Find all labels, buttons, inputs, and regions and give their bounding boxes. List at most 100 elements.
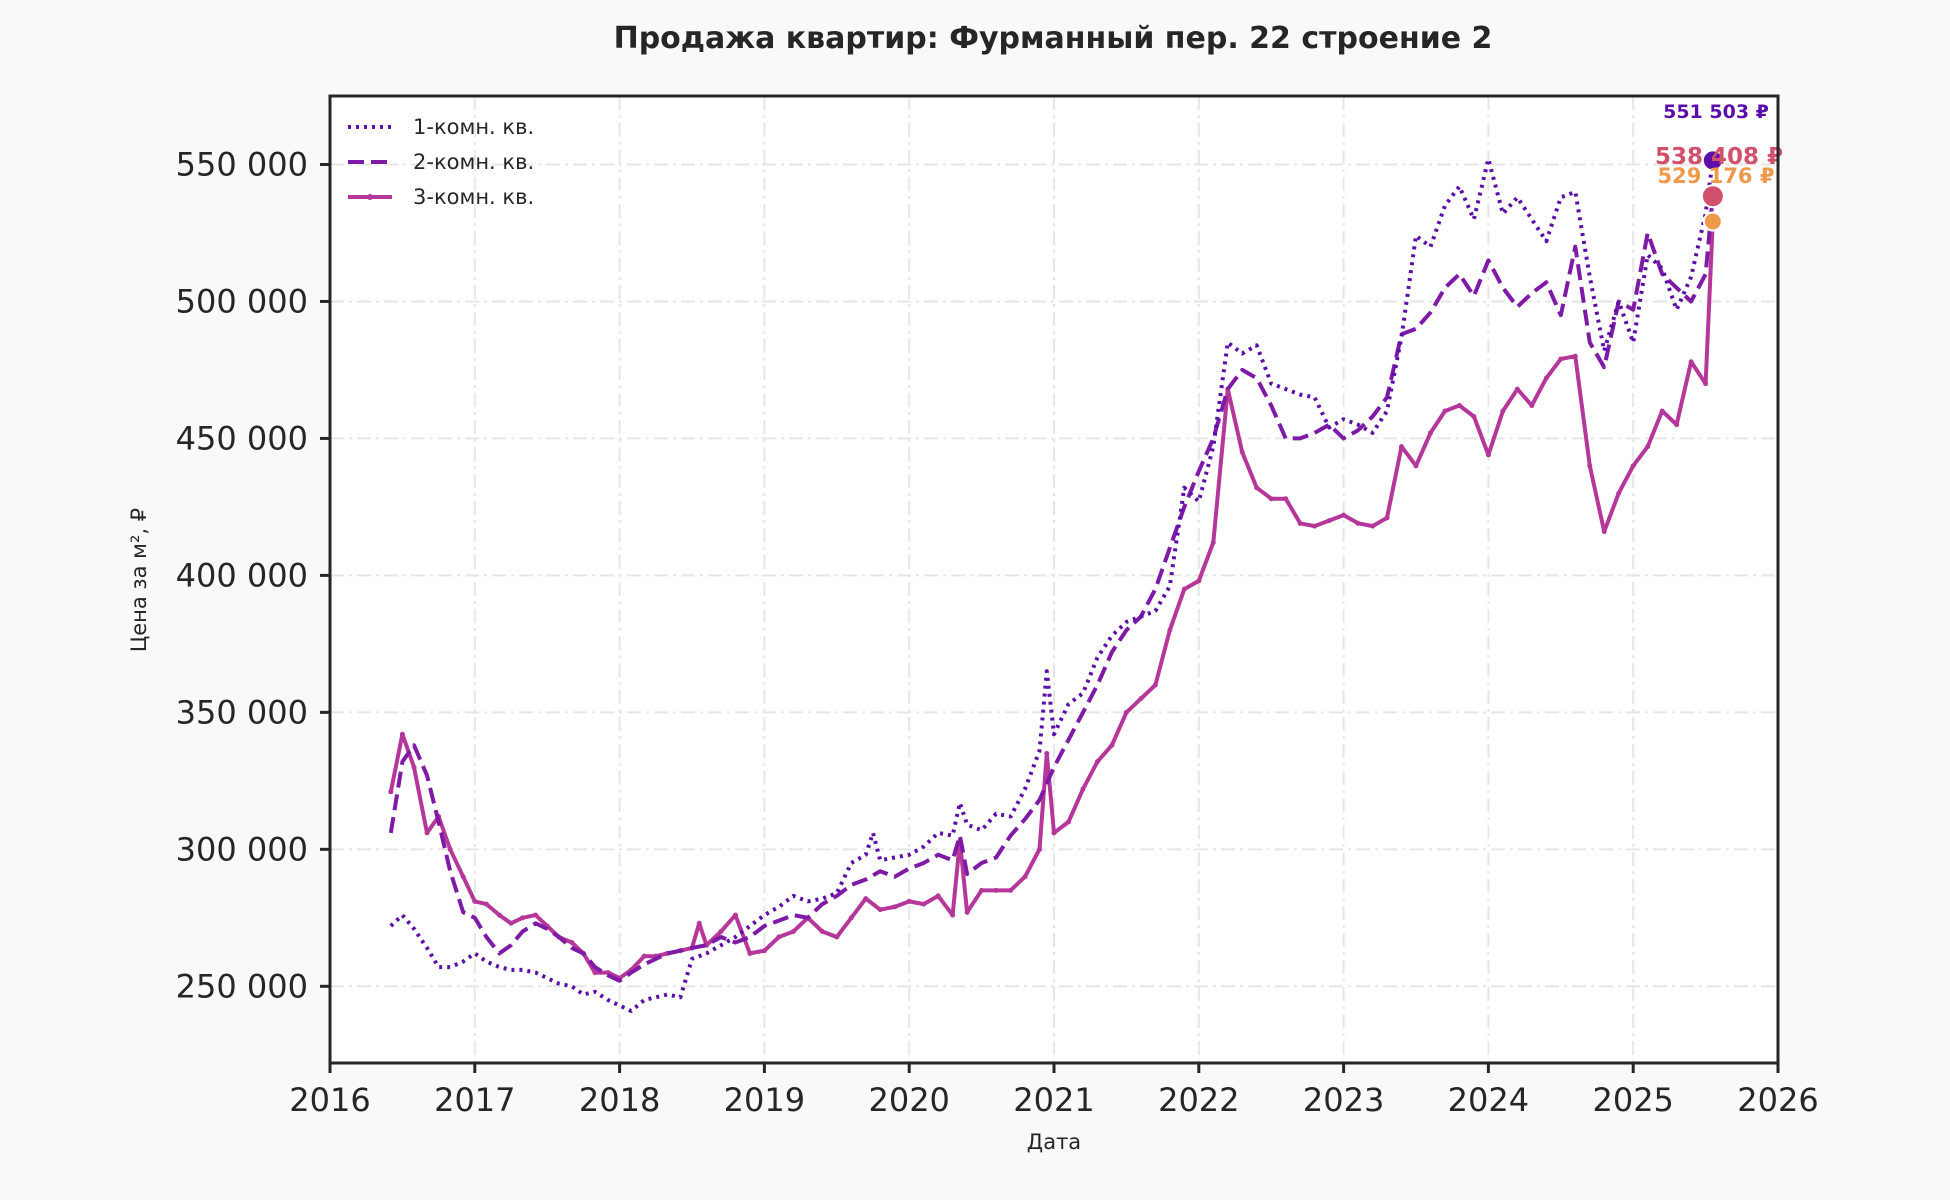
series-point	[447, 846, 453, 852]
series-point	[1630, 463, 1636, 469]
series-point	[776, 934, 782, 940]
series-point	[1051, 830, 1057, 836]
series-point	[696, 920, 702, 926]
series-point	[819, 929, 825, 935]
series-point	[877, 907, 883, 913]
series-point	[460, 874, 466, 880]
series-point	[569, 939, 575, 945]
x-tick-label: 2017	[434, 1081, 515, 1119]
series-point	[508, 920, 514, 926]
legend: 1-комн. кв. 2-комн. кв. 3-комн. кв.	[348, 115, 534, 209]
series-point	[1645, 444, 1651, 450]
y-tick-label: 400 000	[176, 556, 308, 594]
series-point	[921, 901, 927, 907]
y-tick-label: 250 000	[176, 967, 308, 1005]
series-point	[1427, 430, 1433, 436]
series-point	[1485, 452, 1491, 458]
x-axis-label: Дата	[1027, 1130, 1081, 1154]
series-point	[935, 893, 941, 899]
x-tick-label: 2020	[868, 1081, 949, 1119]
series-point	[1370, 523, 1376, 529]
last-value-marker	[1701, 149, 1724, 172]
x-tick-label: 2025	[1592, 1081, 1673, 1119]
series-point	[790, 929, 796, 935]
series-point	[1167, 627, 1173, 633]
series-point	[1355, 520, 1361, 526]
series-point	[979, 887, 985, 893]
series-point	[1384, 515, 1390, 521]
y-axis-label: Цена за м², ₽	[127, 508, 151, 652]
x-tick-label: 2022	[1158, 1081, 1239, 1119]
series-point	[1022, 874, 1028, 880]
series-point	[1152, 682, 1158, 688]
last-value-marker	[1700, 184, 1725, 209]
series-point	[1109, 742, 1115, 748]
y-tick-label: 300 000	[176, 830, 308, 868]
x-axis-ticks: 2016 2017 2018 2019 2020 2021 2022 2023 2024 2025…	[289, 1063, 1819, 1119]
series-point	[863, 896, 869, 902]
series-point	[1500, 408, 1506, 414]
x-tick-label: 2026	[1737, 1081, 1818, 1119]
series-point	[906, 898, 912, 904]
plot-area	[330, 96, 1778, 1063]
x-tick-label: 2021	[1013, 1081, 1094, 1119]
series-point	[1094, 759, 1100, 765]
series-point	[747, 950, 753, 956]
series-line-1room	[389, 157, 1715, 1013]
series-point	[1239, 449, 1245, 455]
series-point	[1471, 414, 1477, 420]
series-point	[834, 934, 840, 940]
series-point	[1572, 353, 1578, 359]
series-point	[1688, 359, 1694, 365]
series-point	[1065, 819, 1071, 825]
series-point	[993, 887, 999, 893]
series-point	[641, 953, 647, 959]
y-tick-label: 350 000	[176, 693, 308, 731]
series-point	[848, 915, 854, 921]
legend-label: 2-комн. кв.	[413, 150, 534, 174]
x-tick-label: 2018	[579, 1081, 660, 1119]
series-point	[1181, 586, 1187, 592]
series-point	[1442, 408, 1448, 414]
series-point	[472, 898, 478, 904]
series-point	[1341, 512, 1347, 518]
series-point	[1326, 518, 1332, 524]
series-point	[718, 929, 724, 935]
y-tick-label: 500 000	[176, 282, 308, 320]
series-point	[950, 912, 956, 918]
series-point	[1254, 485, 1260, 491]
series-point	[1558, 356, 1564, 362]
y-tick-label: 450 000	[176, 419, 308, 457]
series-point	[892, 904, 898, 910]
last-value-label: 538 408 ₽	[1655, 144, 1783, 170]
series-point	[1456, 403, 1462, 409]
series-point	[1312, 523, 1318, 529]
series-point	[1210, 540, 1216, 546]
series-line-2room	[388, 196, 1715, 983]
gridlines	[330, 96, 1778, 1063]
series-point	[1703, 381, 1709, 387]
series-point	[1514, 386, 1520, 392]
series-point	[1674, 422, 1680, 428]
legend-label: 3-комн. кв.	[413, 185, 534, 209]
series-point	[1196, 578, 1202, 584]
series-point	[1616, 490, 1622, 496]
series-point	[1283, 496, 1289, 502]
series-point	[964, 909, 970, 915]
last-value-label: 551 503 ₽	[1663, 101, 1769, 123]
series-point	[1044, 750, 1050, 756]
series-point	[732, 912, 738, 918]
x-tick-label: 2023	[1303, 1081, 1384, 1119]
last-value-label: 529 176 ₽	[1658, 164, 1775, 188]
x-tick-label: 2016	[289, 1081, 370, 1119]
series-point	[1008, 887, 1014, 893]
legend-marker	[367, 194, 373, 200]
last-value-marker	[1702, 211, 1723, 232]
series-point	[424, 830, 430, 836]
series-point	[1543, 375, 1549, 381]
series-point	[1037, 846, 1043, 852]
series-point	[1601, 529, 1607, 535]
series-point	[1659, 408, 1665, 414]
series-point	[496, 912, 502, 918]
